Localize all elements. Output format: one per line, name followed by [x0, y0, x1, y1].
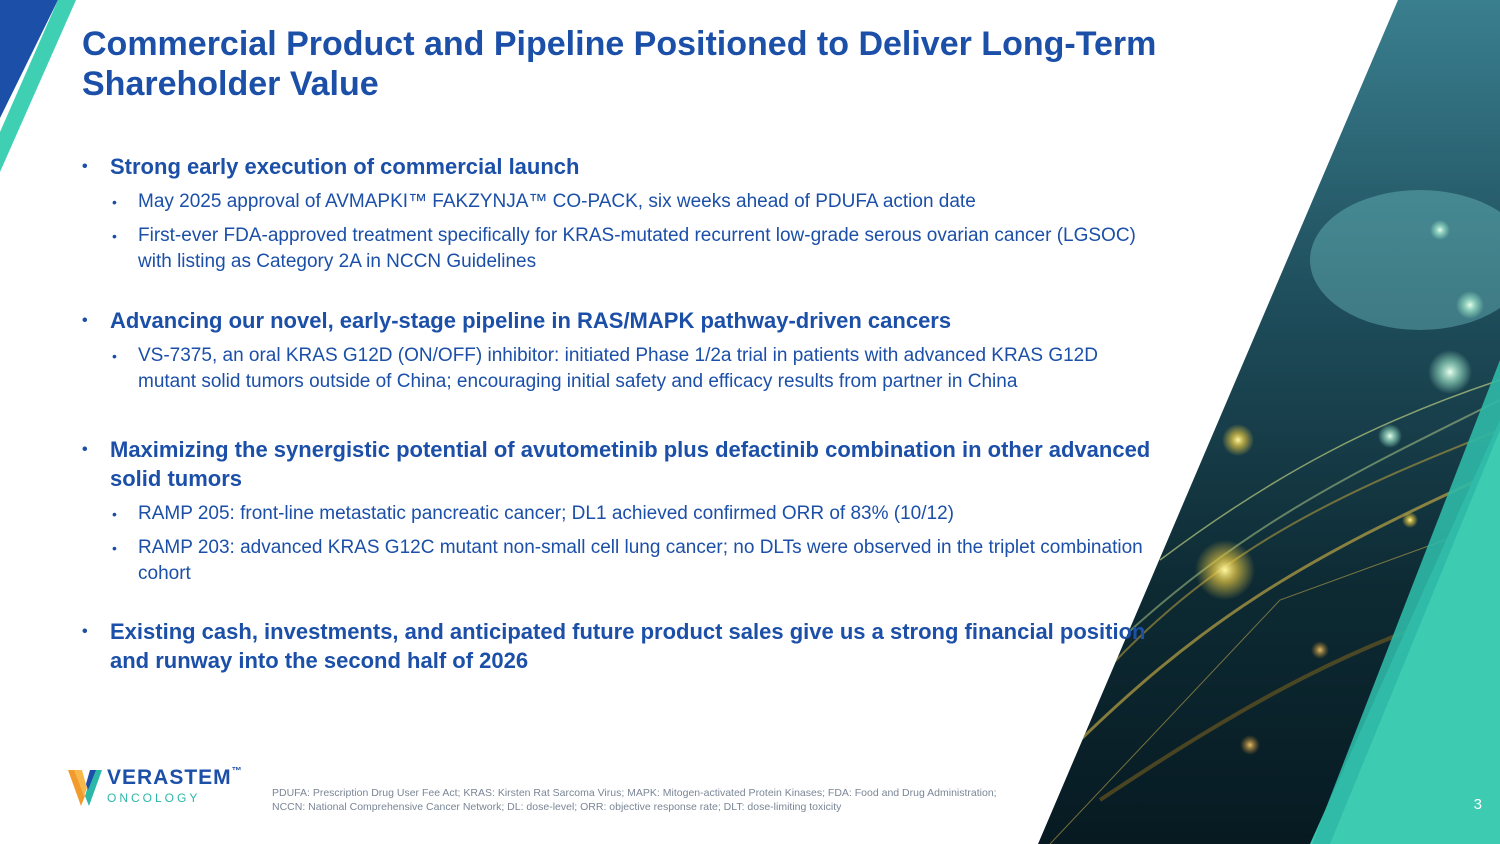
- bullet-dot: •: [82, 623, 88, 640]
- bullet-heading: • Maximizing the synergistic potential o…: [82, 435, 1152, 493]
- bullet-heading: • Advancing our novel, early-stage pipel…: [82, 306, 1152, 335]
- bullet-dot: •: [112, 506, 117, 522]
- corner-accent-stripes: [0, 0, 76, 172]
- bullet-heading: • Strong early execution of commercial l…: [82, 152, 1152, 181]
- logo-name-text: VERASTEM: [107, 766, 232, 789]
- logo-trademark: ™: [231, 766, 243, 777]
- verastem-v-icon: [68, 770, 102, 806]
- bullet-item-text: May 2025 approval of AVMAPKI™ FAKZYNJA™ …: [138, 191, 976, 212]
- bullet-item-text: RAMP 203: advanced KRAS G12C mutant non-…: [138, 537, 1143, 584]
- bullet-heading-text: Advancing our novel, early-stage pipelin…: [110, 308, 952, 333]
- bullet-heading-text: Strong early execution of commercial lau…: [110, 154, 580, 179]
- page-number: 3: [1473, 796, 1482, 813]
- bullet-content: • Strong early execution of commercial l…: [82, 152, 1152, 675]
- section-combination: • Maximizing the synergistic potential o…: [82, 435, 1152, 587]
- bullet-item: • RAMP 203: advanced KRAS G12C mutant no…: [82, 535, 1152, 587]
- section-pipeline: • Advancing our novel, early-stage pipel…: [82, 306, 1152, 395]
- bullet-dot: •: [82, 441, 88, 458]
- bullet-item-text: RAMP 205: front-line metastatic pancreat…: [138, 503, 954, 524]
- bullet-item: • May 2025 approval of AVMAPKI™ FAKZYNJA…: [82, 189, 1152, 215]
- bullet-item: • VS-7375, an oral KRAS G12D (ON/OFF) in…: [82, 343, 1152, 395]
- bullet-item: • RAMP 205: front-line metastatic pancre…: [82, 501, 1152, 527]
- bullet-dot: •: [112, 348, 117, 364]
- bullet-dot: •: [82, 158, 88, 175]
- logo-subtitle: ONCOLOGY: [107, 791, 201, 805]
- verastem-logo: VERASTEM™ ONCOLOGY: [66, 766, 256, 810]
- bullet-dot: •: [82, 312, 88, 329]
- bullet-heading-text: Maximizing the synergistic potential of …: [110, 437, 1151, 491]
- logo-wordmark: VERASTEM™: [107, 766, 243, 790]
- bullet-item-text: VS-7375, an oral KRAS G12D (ON/OFF) inhi…: [138, 345, 1098, 392]
- section-commercial-launch: • Strong early execution of commercial l…: [82, 152, 1152, 275]
- bullet-heading: • Existing cash, investments, and antici…: [82, 617, 1152, 675]
- section-financial: • Existing cash, investments, and antici…: [82, 617, 1152, 675]
- footnote-abbreviations: PDUFA: Prescription Drug User Fee Act; K…: [272, 787, 997, 813]
- bullet-dot: •: [112, 194, 117, 210]
- slide-title: Commercial Product and Pipeline Position…: [82, 25, 1157, 103]
- bullet-dot: •: [112, 228, 117, 244]
- bullet-dot: •: [112, 540, 117, 556]
- bullet-item: • First-ever FDA-approved treatment spec…: [82, 223, 1152, 275]
- bullet-heading-text: Existing cash, investments, and anticipa…: [110, 619, 1146, 673]
- bullet-item-text: First-ever FDA-approved treatment specif…: [138, 225, 1136, 272]
